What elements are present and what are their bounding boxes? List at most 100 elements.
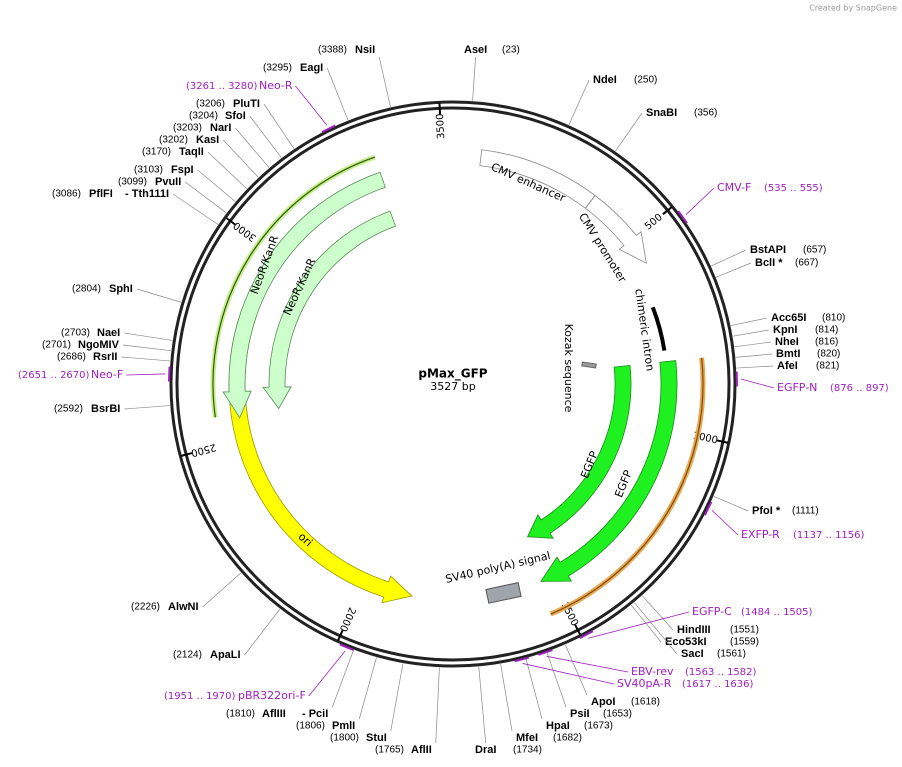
primer-leader [295, 85, 328, 126]
enzyme-name: BstAPI [750, 244, 786, 256]
primer-leader [546, 655, 629, 673]
enzyme-name: ApoI [591, 696, 615, 708]
enzyme-name: RsrII [93, 351, 117, 363]
enzyme-site: (2804) [72, 284, 101, 295]
feature-label: SV40 poly(A) signal [444, 549, 552, 586]
enzyme-name: AlwNI [168, 601, 199, 613]
enzyme-site: (1618) [631, 697, 660, 708]
enzyme-site: (3204) [189, 111, 218, 122]
enzyme-site: (3099) [118, 177, 147, 188]
enzyme-site: (3202) [159, 135, 188, 146]
leader-line [634, 602, 678, 655]
enzyme-site: (3170) [142, 147, 171, 158]
primer-range: (1617 .. 1636) [682, 679, 754, 690]
leader-line [172, 193, 219, 225]
polya-mark [485, 582, 522, 604]
leader-line [525, 658, 543, 720]
enzyme-site: (3086) [52, 189, 81, 200]
tick-label: 2000 [337, 605, 357, 633]
feature-label: Kozak sequence [562, 324, 575, 413]
leader-line [713, 495, 749, 512]
egfp-arrow [526, 364, 632, 539]
leader-line [472, 56, 476, 101]
primer-name: EXFP-R [741, 528, 780, 541]
enzyme-name: NaeI [97, 327, 120, 339]
enzyme-name: PluTI [233, 98, 260, 110]
enzyme-name: NarI [210, 122, 231, 134]
primer-mark [677, 210, 688, 224]
leader-line [730, 317, 768, 326]
enzyme-name: SfoI [225, 110, 246, 122]
enzyme-name: Acc65I [771, 312, 806, 324]
enzyme-site: (250) [634, 75, 657, 86]
primer-mark [704, 501, 713, 516]
primer-range: (1951 .. 1970) [164, 691, 236, 702]
enzyme-name: NdeI [593, 74, 617, 86]
backbone-outer [169, 100, 737, 668]
enzyme-name: SphI [109, 283, 133, 295]
primer-name: Neo-F [91, 368, 123, 381]
enzyme-name: PflFI [89, 188, 113, 200]
enzyme-name: PmlI [332, 720, 355, 732]
enzyme-site: (820) [817, 349, 840, 360]
intron-mark [650, 306, 667, 351]
cmv-arrow [479, 149, 647, 264]
kozak-mark [581, 361, 597, 369]
enzyme-name: StuI [366, 732, 387, 744]
leader-line [716, 262, 752, 278]
primer-range: (2651 .. 2670) [18, 370, 90, 381]
enzyme-name: NgoMIV [78, 339, 120, 351]
tick-label: 2500 [190, 441, 217, 458]
primer-mark [339, 643, 354, 651]
neo-track-core [212, 156, 376, 418]
neo-arrow [222, 171, 386, 419]
primer-mark [514, 656, 530, 663]
leader-line [568, 79, 590, 125]
enzyme-site: (816) [815, 337, 838, 348]
leader-line [642, 595, 674, 631]
enzyme-name: BmtI [776, 348, 800, 360]
enzyme-name: ApaLI [210, 649, 241, 661]
primer-mark [538, 649, 553, 656]
primer-leader [588, 611, 690, 639]
primer-range: (535 .. 555) [764, 183, 823, 194]
enzyme-site: (1111) [792, 506, 819, 517]
enzyme-name: KasI [196, 134, 219, 146]
egfp-track-core [550, 357, 704, 615]
tick-mark [716, 439, 728, 444]
enzyme-site: (2592) [54, 404, 83, 415]
enzyme-site: (1734) [513, 745, 542, 756]
enzyme-name: HpaI [546, 720, 570, 732]
enzyme-site: (1806) [296, 721, 325, 732]
egfp-arrow [540, 360, 678, 582]
primer-leader [522, 663, 615, 685]
tick-mark [225, 217, 236, 226]
tick-mark [438, 103, 442, 115]
primer-name: Neo-R [259, 79, 293, 92]
enzyme-site: (1653) [603, 709, 632, 720]
enzyme-site: (2703) [61, 328, 90, 339]
primer-leader [740, 378, 775, 389]
leader-line [734, 341, 772, 348]
primer-leader [711, 509, 739, 536]
enzyme-name: FspI [171, 164, 194, 176]
leader-line [207, 151, 247, 190]
leader-line [711, 249, 747, 267]
leader-line [735, 353, 773, 358]
enzyme-name: BsrBI [91, 403, 120, 415]
enzyme-site: (3388) [318, 45, 347, 56]
leader-line [121, 356, 170, 362]
plasmid-length: 3527 bp [430, 380, 475, 393]
leader-line [202, 572, 242, 608]
enzyme-site: (657) [803, 245, 826, 256]
enzyme-name: NsiI [355, 44, 375, 56]
plasmid-name: pMax_GFP [418, 367, 487, 382]
credit: Created by SnapGene [809, 4, 897, 13]
primer-range: (3261 .. 3280) [186, 81, 258, 92]
leader-line [124, 405, 170, 410]
tick-mark [181, 452, 193, 457]
ori-arrow [228, 310, 413, 604]
primer-mark [321, 124, 336, 133]
primer-leader [308, 650, 346, 697]
